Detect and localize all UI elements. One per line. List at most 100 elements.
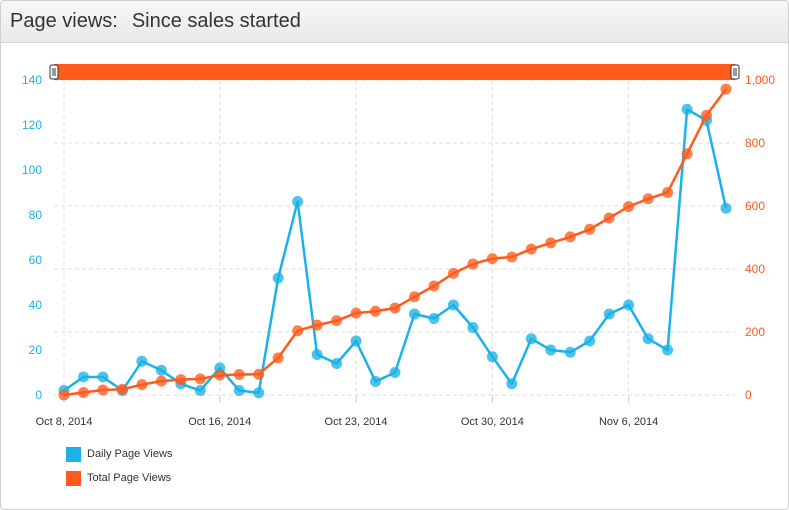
x-tick-label: Oct 16, 2014 xyxy=(188,416,251,428)
data-point-total[interactable] xyxy=(525,243,537,255)
data-point-total[interactable] xyxy=(350,307,362,319)
legend-label-total: Total Page Views xyxy=(87,472,172,484)
data-point-daily[interactable] xyxy=(720,202,732,214)
data-point-daily[interactable] xyxy=(97,371,109,383)
legend-item-daily[interactable]: Daily Page Views xyxy=(66,442,172,466)
data-point-daily[interactable] xyxy=(584,335,596,347)
x-tick-label: Oct 23, 2014 xyxy=(325,416,388,428)
data-point-daily[interactable] xyxy=(292,196,304,207)
x-tick-label: Oct 8, 2014 xyxy=(36,416,93,428)
data-point-total[interactable] xyxy=(408,291,420,303)
data-point-daily[interactable] xyxy=(331,358,343,369)
data-point-total[interactable] xyxy=(194,373,206,385)
subtitle-label: Since sales started xyxy=(131,10,301,32)
data-point-total[interactable] xyxy=(233,369,245,381)
data-point-total[interactable] xyxy=(564,231,576,243)
x-tick-label: Nov 6, 2014 xyxy=(599,416,658,428)
data-point-total[interactable] xyxy=(447,267,459,279)
data-point-daily[interactable] xyxy=(350,335,362,347)
data-point-total[interactable] xyxy=(253,368,265,380)
data-point-total[interactable] xyxy=(603,212,615,224)
axes-layer: Oct 8, 2014 Oct 16, 2014 Oct 23, 2014 Oct 3… xyxy=(22,73,775,428)
y-right-tick-label: 400 xyxy=(745,262,765,276)
data-point-total[interactable] xyxy=(545,237,557,249)
data-point-total[interactable] xyxy=(467,258,479,270)
data-point-daily[interactable] xyxy=(389,367,401,378)
data-point-total[interactable] xyxy=(584,223,596,235)
data-point-total[interactable] xyxy=(155,375,167,387)
data-point-total[interactable] xyxy=(720,83,732,95)
data-point-total[interactable] xyxy=(428,280,440,292)
chart-legend: Daily Page Views Total Page Views xyxy=(66,442,172,490)
series-line-daily xyxy=(63,108,728,395)
data-point-daily[interactable] xyxy=(447,299,459,311)
data-point-total[interactable] xyxy=(681,148,693,160)
legend-swatch-daily xyxy=(66,446,81,462)
data-point-total[interactable] xyxy=(272,352,284,364)
data-point-total[interactable] xyxy=(662,186,674,198)
data-point-total[interactable] xyxy=(292,325,304,337)
data-point-total[interactable] xyxy=(214,369,226,381)
data-point-total[interactable] xyxy=(77,386,89,398)
y-right-tick-label: 800 xyxy=(745,136,765,150)
data-point-daily[interactable] xyxy=(311,349,323,360)
data-point-total[interactable] xyxy=(486,253,498,265)
y-left-tick-label: 140 xyxy=(22,73,42,87)
range-bar[interactable] xyxy=(54,64,735,80)
data-point-daily[interactable] xyxy=(253,387,265,399)
series-layer xyxy=(58,83,732,401)
range-handle-left[interactable] xyxy=(49,64,59,80)
y-left-tick-label: 60 xyxy=(29,253,43,267)
x-tick-label: Oct 30, 2014 xyxy=(461,416,524,428)
data-point-daily[interactable] xyxy=(662,344,674,356)
y-left-tick-label: 40 xyxy=(29,298,43,312)
y-right-tick-label: 0 xyxy=(745,388,752,402)
legend-item-total[interactable]: Total Page Views xyxy=(66,466,172,490)
data-point-total[interactable] xyxy=(116,383,128,395)
data-point-daily[interactable] xyxy=(525,333,537,345)
data-point-daily[interactable] xyxy=(486,351,498,363)
data-point-daily[interactable] xyxy=(233,385,245,396)
legend-label-daily: Daily Page Views xyxy=(87,448,173,460)
grid-layer xyxy=(54,79,735,396)
data-point-daily[interactable] xyxy=(603,308,615,320)
data-point-daily[interactable] xyxy=(564,346,576,358)
data-point-daily[interactable] xyxy=(428,313,440,324)
y-right-tick-label: 1,000 xyxy=(745,73,775,87)
data-point-total[interactable] xyxy=(331,315,343,327)
data-point-total[interactable] xyxy=(389,302,401,314)
data-point-daily[interactable] xyxy=(194,385,206,396)
data-point-total[interactable] xyxy=(370,305,382,317)
legend-swatch-total xyxy=(66,470,81,486)
data-point-daily[interactable] xyxy=(77,371,89,383)
range-selector[interactable] xyxy=(49,64,740,80)
data-point-daily[interactable] xyxy=(136,355,148,367)
data-point-total[interactable] xyxy=(623,201,635,213)
data-point-total[interactable] xyxy=(175,374,187,386)
data-point-daily[interactable] xyxy=(681,103,693,115)
data-point-total[interactable] xyxy=(97,384,109,396)
data-point-total[interactable] xyxy=(701,109,713,121)
data-point-total[interactable] xyxy=(136,379,148,391)
y-left-tick-label: 120 xyxy=(22,118,42,132)
data-point-daily[interactable] xyxy=(642,333,654,345)
y-left-tick-label: 100 xyxy=(22,163,42,177)
range-handle-right[interactable] xyxy=(730,64,740,80)
data-point-total[interactable] xyxy=(642,193,654,205)
data-point-daily[interactable] xyxy=(623,299,635,311)
data-point-total[interactable] xyxy=(506,251,518,263)
y-left-tick-label: 0 xyxy=(35,388,42,402)
data-point-daily[interactable] xyxy=(155,364,167,376)
data-point-daily[interactable] xyxy=(545,344,557,356)
data-point-daily[interactable] xyxy=(408,308,420,320)
data-point-total[interactable] xyxy=(58,389,70,401)
data-point-daily[interactable] xyxy=(506,378,518,390)
data-point-daily[interactable] xyxy=(467,322,479,333)
series-daily xyxy=(58,103,732,399)
data-point-daily[interactable] xyxy=(370,376,382,387)
data-point-daily[interactable] xyxy=(272,272,284,284)
title-label: Page views: xyxy=(10,10,118,32)
data-point-total[interactable] xyxy=(311,319,323,331)
